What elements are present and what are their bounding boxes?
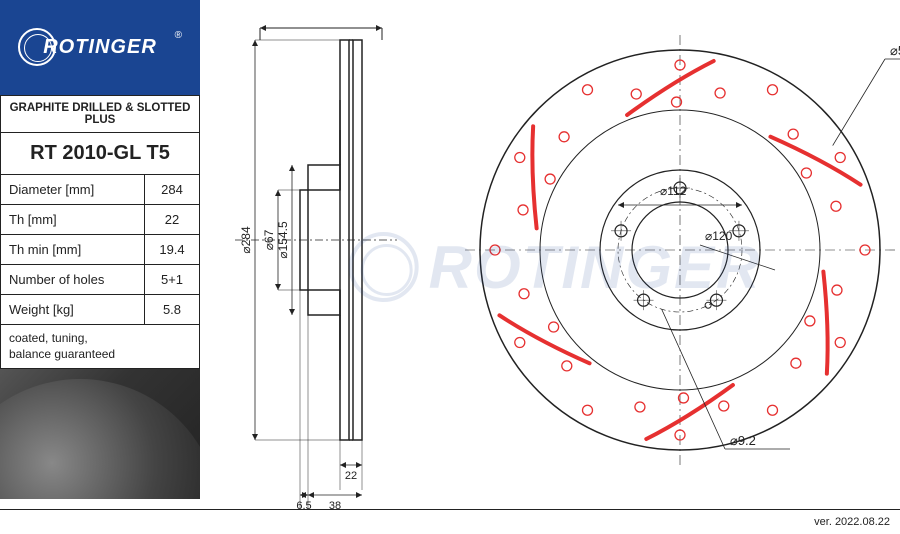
spec-value: 19.4 bbox=[145, 235, 200, 265]
table-row: Th min [mm]19.4 bbox=[1, 235, 200, 265]
table-row: Diameter [mm]284 bbox=[1, 175, 200, 205]
category-label: GRAPHITE DRILLED & SLOTTED PLUS bbox=[1, 96, 200, 133]
footer-divider bbox=[0, 509, 900, 510]
spec-label: Weight [kg] bbox=[1, 295, 145, 325]
spec-label: Th min [mm] bbox=[1, 235, 145, 265]
spec-value: 5+1 bbox=[145, 265, 200, 295]
svg-text:⌀67: ⌀67 bbox=[262, 229, 276, 250]
spec-value: 284 bbox=[145, 175, 200, 205]
table-row: Th [mm]22 bbox=[1, 205, 200, 235]
version-label: ver. 2022.08.22 bbox=[814, 516, 890, 528]
drawing-svg: ⌀284⌀67⌀154.5226.538⌀5x13.2⌀112⌀120⌀9.2 bbox=[210, 0, 900, 510]
registered-mark: ® bbox=[175, 30, 182, 41]
notes: coated, tuning, balance guaranteed bbox=[1, 325, 200, 369]
logo-icon bbox=[18, 28, 56, 66]
spec-value: 5.8 bbox=[145, 295, 200, 325]
technical-drawing: ROTINGER ⌀284⌀67⌀154.5226.538⌀5x13.2⌀112… bbox=[210, 0, 900, 534]
svg-text:⌀154.5: ⌀154.5 bbox=[276, 221, 290, 259]
product-photo bbox=[0, 369, 200, 499]
svg-text:⌀120: ⌀120 bbox=[705, 229, 733, 243]
model-number: RT 2010-GL T5 bbox=[1, 133, 200, 175]
spec-label: Diameter [mm] bbox=[1, 175, 145, 205]
table-row: Number of holes5+1 bbox=[1, 265, 200, 295]
svg-text:⌀112: ⌀112 bbox=[660, 184, 687, 198]
svg-text:⌀284: ⌀284 bbox=[239, 226, 253, 254]
svg-text:⌀5x13.2: ⌀5x13.2 bbox=[890, 43, 900, 58]
spec-table: GRAPHITE DRILLED & SLOTTED PLUS RT 2010-… bbox=[0, 95, 200, 369]
svg-text:22: 22 bbox=[345, 470, 357, 482]
brand-logo: ROTINGER ® bbox=[0, 0, 200, 95]
spec-label: Number of holes bbox=[1, 265, 145, 295]
table-row: Weight [kg]5.8 bbox=[1, 295, 200, 325]
spec-value: 22 bbox=[145, 205, 200, 235]
brand-name: ROTINGER bbox=[43, 36, 157, 59]
info-panel: ROTINGER ® GRAPHITE DRILLED & SLOTTED PL… bbox=[0, 0, 200, 499]
svg-text:⌀9.2: ⌀9.2 bbox=[730, 433, 756, 448]
spec-label: Th [mm] bbox=[1, 205, 145, 235]
